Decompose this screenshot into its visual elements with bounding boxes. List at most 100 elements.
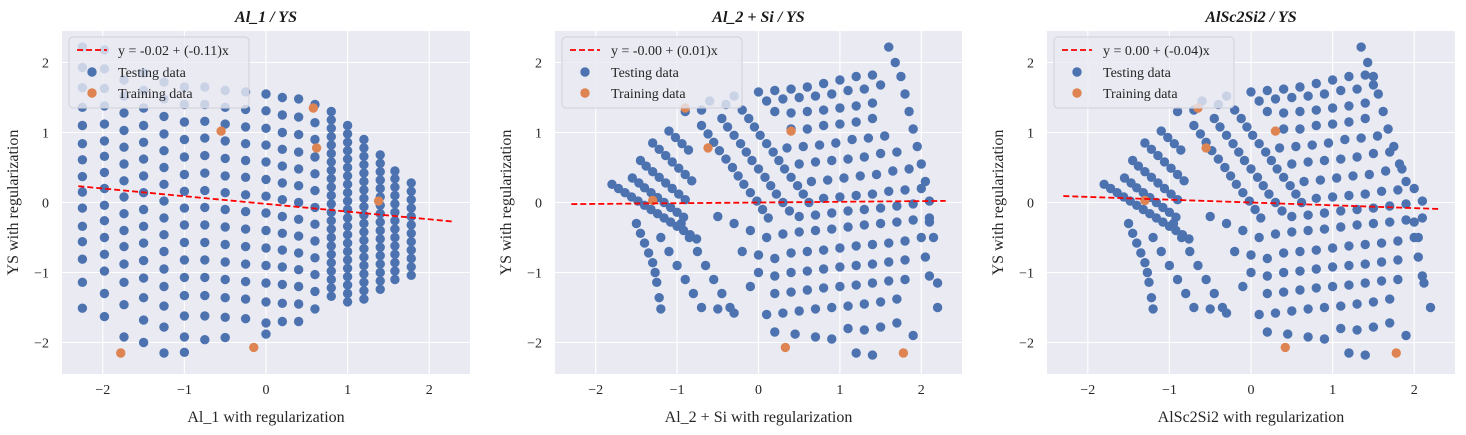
testing-data-point [99,216,110,226]
testing-data-point [703,129,713,139]
testing-data-point [747,155,757,166]
testing-data-point [220,312,230,322]
testing-data-point [1360,259,1370,269]
y-tick-label: 2 [1027,57,1034,72]
testing-data-point [1385,294,1395,304]
testing-data-point [342,297,353,307]
testing-data-point [1272,164,1282,174]
testing-data-point [920,252,931,262]
testing-data-point [261,123,271,133]
x-tick-label: 1 [836,383,843,398]
testing-data-point [220,188,230,198]
testing-data-point [1142,267,1153,278]
testing-data-point [647,138,658,148]
testing-data-point [761,139,772,149]
testing-data-point [390,258,400,268]
testing-data-point [179,272,190,283]
testing-data-point [1140,138,1150,148]
testing-data-point [1327,281,1338,292]
testing-data-point [179,152,190,162]
testing-data-point [293,281,304,292]
testing-data-point [159,322,169,332]
testing-data-point [1364,169,1375,180]
testing-data-point [138,238,149,248]
testing-data-point [261,191,271,201]
testing-data-point [406,195,416,205]
testing-data-point [293,94,304,104]
testing-data-point [1176,232,1187,243]
testing-data-point [179,237,190,248]
testing-data-point [1356,42,1366,52]
testing-data-point [818,193,829,203]
testing-data-point [1225,171,1236,181]
testing-data-point [119,225,129,236]
testing-data-point [892,294,902,304]
testing-data-point [729,308,739,318]
testing-data-point [179,255,190,265]
testing-data-point [293,316,304,327]
testing-data-point [847,134,857,145]
testing-data-point [277,161,288,171]
y-tick-label: 2 [42,57,49,72]
testing-data-point [1258,181,1268,191]
legend-fit-label: y = -0.00 + (0.01)x [611,44,718,59]
testing-data-point [661,150,671,161]
testing-data-point [639,183,650,193]
testing-data-point [326,190,336,201]
testing-data-point [1311,120,1321,131]
testing-data-point [827,334,837,344]
testing-data-point [1277,206,1287,216]
testing-data-point [1168,218,1179,229]
testing-data-point [1360,113,1370,124]
testing-data-point [908,330,918,341]
testing-data-point [683,145,694,155]
testing-data-point [261,297,271,307]
testing-data-point [1166,163,1176,173]
testing-data-point [390,182,400,192]
testing-data-point [1176,145,1186,155]
testing-data-point [310,253,320,263]
testing-data-point [924,196,935,206]
testing-data-point [240,224,251,234]
testing-data-point [1344,260,1354,271]
testing-data-point [745,225,756,236]
x-tick-label: 1 [344,383,351,398]
testing-data-point [843,154,853,164]
legend-marker-training [87,88,97,98]
testing-data-point [627,173,638,183]
testing-data-point [892,201,902,211]
testing-data-point [1287,159,1297,169]
testing-data-point [220,153,230,164]
testing-data-point [1156,246,1166,257]
testing-data-point [1239,155,1250,166]
testing-data-point [1319,302,1330,313]
testing-data-point [839,173,849,183]
testing-data-point [99,151,110,161]
testing-data-point [220,171,230,181]
testing-data-point [867,239,878,250]
testing-data-point [240,122,251,132]
testing-data-point [1148,232,1158,243]
testing-data-point [896,71,906,82]
testing-data-point [752,196,762,206]
testing-data-point [851,348,861,358]
training-data-point [898,348,909,358]
series-testing [1099,42,1436,360]
testing-data-point [200,220,210,230]
testing-data-point [867,70,878,80]
testing-data-point [138,204,149,215]
testing-data-point [277,144,288,154]
testing-data-point [1344,280,1354,290]
testing-data-point [900,185,910,195]
testing-data-point [1311,105,1321,115]
testing-data-point [159,162,169,173]
testing-data-point [261,243,271,253]
testing-data-point [818,105,829,115]
training-data-point [116,348,126,358]
testing-data-point [159,129,169,139]
legend-frame [561,36,743,109]
testing-data-point [794,92,804,103]
chart-title: AlSc2Si2 / YS [1204,9,1296,26]
testing-data-point [778,308,788,318]
testing-data-point [1140,167,1150,177]
